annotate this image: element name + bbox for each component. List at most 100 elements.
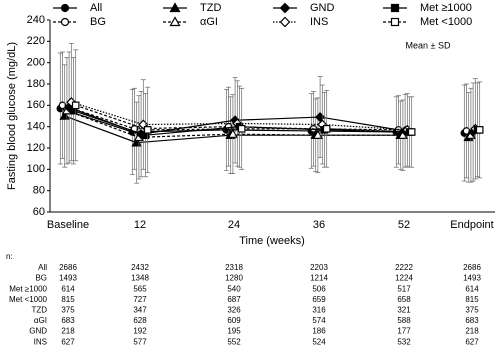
table-cell: 326 <box>227 306 241 315</box>
marker <box>407 128 416 136</box>
table-cell: 628 <box>133 316 147 325</box>
legend-label: INS <box>310 16 328 28</box>
table-cell: 552 <box>227 337 241 345</box>
table-cell: 1224 <box>395 274 413 283</box>
table-row-label: GND <box>29 327 47 336</box>
table-cell: 658 <box>397 295 411 304</box>
table-row-label: Met <1000 <box>9 295 48 304</box>
x-tick-label: 24 <box>228 219 240 231</box>
table-cell: 347 <box>133 306 147 315</box>
table-cell: 609 <box>227 316 241 325</box>
table-row-label: TZD <box>31 306 47 315</box>
marker <box>279 16 291 28</box>
legend-label: GND <box>310 2 335 14</box>
table-header: n: <box>6 252 13 261</box>
legend-label: Met ≥1000 <box>420 2 472 14</box>
table-cell: 614 <box>61 284 75 293</box>
table-cell: 627 <box>465 337 479 345</box>
table-cell: 1493 <box>463 274 481 283</box>
marker <box>315 112 326 123</box>
table-cell: 1280 <box>225 274 243 283</box>
y-tick-label: 100 <box>27 163 45 175</box>
y-tick-label: 140 <box>27 121 45 133</box>
table-cell: 727 <box>133 295 147 304</box>
y-tick-label: 80 <box>33 185 45 197</box>
table-cell: 683 <box>61 316 75 325</box>
table-cell: 2686 <box>59 263 77 272</box>
table-row-label: BG <box>35 274 47 283</box>
x-tick-label: Baseline <box>47 219 89 231</box>
marker <box>475 126 484 134</box>
marker <box>237 124 246 133</box>
table-cell: 375 <box>465 306 479 315</box>
y-axis-title: Fasting blood glucose (mg/dL) <box>6 42 18 190</box>
table-cell: 517 <box>397 284 411 293</box>
marker <box>390 3 400 13</box>
marker <box>390 17 400 27</box>
table-cell: 588 <box>397 316 411 325</box>
table-cell: 195 <box>227 327 241 336</box>
table-cell: 815 <box>61 295 75 304</box>
y-tick-label: 180 <box>27 78 45 90</box>
table-row-label: αGI <box>34 316 47 325</box>
legend-label: TZD <box>200 2 221 14</box>
table-cell: 1214 <box>310 274 328 283</box>
table-cell: 540 <box>227 284 241 293</box>
marker <box>60 3 70 13</box>
table-cell: 375 <box>61 306 75 315</box>
table-cell: 1493 <box>59 274 77 283</box>
table-cell: 565 <box>133 284 147 293</box>
y-tick-label: 120 <box>27 142 45 154</box>
y-tick-label: 200 <box>27 57 45 69</box>
y-tick-label: 220 <box>27 35 45 47</box>
table-cell: 506 <box>312 284 326 293</box>
table-cell: 192 <box>133 327 147 336</box>
legend-label: All <box>90 2 102 14</box>
table-cell: 574 <box>312 316 326 325</box>
table-cell: 577 <box>133 337 147 345</box>
table-cell: 2222 <box>395 263 413 272</box>
table-cell: 218 <box>61 327 75 336</box>
table-row-label: Met ≥1000 <box>9 284 47 293</box>
x-axis-title: Time (weeks) <box>239 235 305 247</box>
table-cell: 2203 <box>310 263 328 272</box>
table-row-label: All <box>38 263 47 272</box>
y-tick-label: 60 <box>33 206 45 218</box>
table-cell: 532 <box>397 337 411 345</box>
x-tick-label: 52 <box>398 219 410 231</box>
table-cell: 316 <box>312 306 326 315</box>
annotation: Mean ± SD <box>406 40 451 50</box>
table-cell: 186 <box>312 327 326 336</box>
x-tick-label: 36 <box>313 219 325 231</box>
y-tick-label: 240 <box>27 14 45 26</box>
table-cell: 2686 <box>463 263 481 272</box>
table-cell: 627 <box>61 337 75 345</box>
legend-label: BG <box>90 16 106 28</box>
y-tick-label: 160 <box>27 99 45 111</box>
marker <box>71 101 80 110</box>
marker <box>169 2 181 13</box>
marker <box>322 124 331 133</box>
marker <box>58 101 67 110</box>
table-cell: 218 <box>465 327 479 336</box>
series-line <box>62 104 399 131</box>
table-cell: 321 <box>397 306 411 315</box>
marker <box>60 17 70 27</box>
marker <box>279 2 291 14</box>
table-cell: 687 <box>227 295 241 304</box>
table-cell: 683 <box>465 316 479 325</box>
x-tick-label: 12 <box>134 219 146 231</box>
table-cell: 2318 <box>225 263 243 272</box>
table-cell: 659 <box>312 295 326 304</box>
x-tick-label: Endpoint <box>450 219 493 231</box>
table-cell: 177 <box>397 327 411 336</box>
legend-label: αGI <box>200 16 218 28</box>
table-row-label: INS <box>34 337 47 345</box>
marker <box>143 126 152 134</box>
marker <box>169 16 181 27</box>
legend-label: Met <1000 <box>420 16 472 28</box>
table-cell: 1348 <box>131 274 149 283</box>
table-cell: 815 <box>465 295 479 304</box>
table-cell: 614 <box>465 284 479 293</box>
